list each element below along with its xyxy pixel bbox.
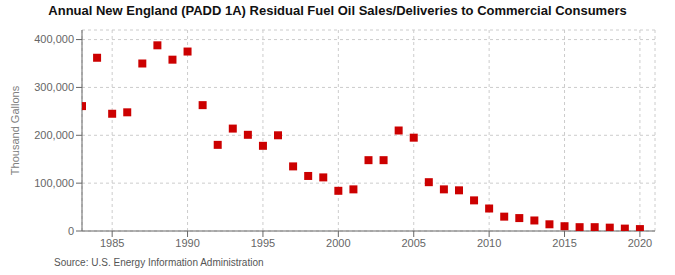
svg-text:400,000: 400,000 — [34, 33, 74, 45]
svg-text:0: 0 — [68, 225, 74, 237]
svg-text:200,000: 200,000 — [34, 129, 74, 141]
svg-text:2010: 2010 — [477, 237, 501, 249]
svg-text:2005: 2005 — [401, 237, 425, 249]
svg-text:Thousand Gallons: Thousand Gallons — [9, 85, 21, 175]
svg-text:100,000: 100,000 — [34, 177, 74, 189]
svg-text:2000: 2000 — [326, 237, 350, 249]
html-text:Source: U.S. Energy Informatio: Source: U.S. Energy Information Administ… — [54, 257, 264, 268]
svg-text:2020: 2020 — [628, 237, 652, 249]
svg-text:300,000: 300,000 — [34, 81, 74, 93]
html-text:Annual New England (PADD 1A) R: Annual New England (PADD 1A) Residual Fu… — [48, 3, 627, 18]
svg-text:2015: 2015 — [552, 237, 576, 249]
svg-text:1990: 1990 — [175, 237, 199, 249]
svg-text:1995: 1995 — [251, 237, 275, 249]
svg-text:1985: 1985 — [100, 237, 124, 249]
